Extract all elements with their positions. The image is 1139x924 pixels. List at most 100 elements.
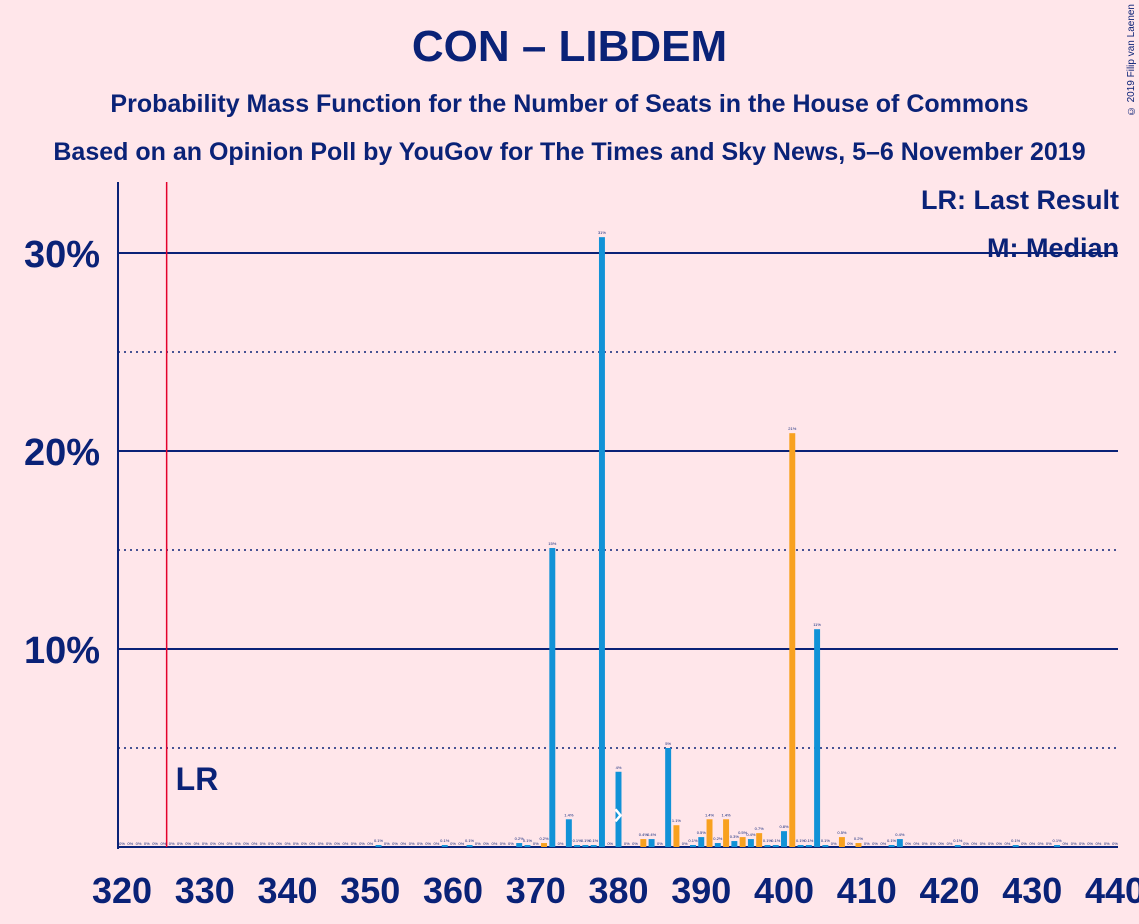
zero-label: 0% — [309, 841, 315, 846]
bar-label: 0.1% — [589, 838, 599, 843]
bar-label: 5% — [665, 741, 671, 746]
x-tick-label: 370 — [506, 870, 566, 911]
zero-label: 0% — [607, 841, 613, 846]
bar-label: 0.2% — [854, 836, 864, 841]
zero-label: 0% — [930, 841, 936, 846]
bar — [896, 839, 903, 847]
zero-label: 0% — [227, 841, 233, 846]
x-tick-label: 390 — [671, 870, 731, 911]
bar — [541, 843, 548, 847]
zero-label: 0% — [1062, 841, 1068, 846]
zero-label: 0% — [210, 841, 216, 846]
bar-label: 0.1% — [953, 838, 963, 843]
bar — [739, 837, 746, 847]
bar-label: 4% — [616, 765, 622, 770]
zero-label: 0% — [491, 841, 497, 846]
bar — [598, 237, 605, 847]
bar-label: 0.1% — [573, 838, 583, 843]
zero-label: 0% — [880, 841, 886, 846]
zero-label: 0% — [483, 841, 489, 846]
bar-label: 0.4% — [639, 832, 649, 837]
zero-label: 0% — [235, 841, 241, 846]
zero-label: 0% — [947, 841, 953, 846]
bar-label: 0.1% — [581, 838, 591, 843]
zero-label: 0% — [624, 841, 630, 846]
bar — [524, 845, 531, 847]
zero-label: 0% — [632, 841, 638, 846]
zero-label: 0% — [988, 841, 994, 846]
zero-label: 0% — [558, 841, 564, 846]
zero-label: 0% — [194, 841, 200, 846]
zero-label: 0% — [218, 841, 224, 846]
zero-label: 0% — [285, 841, 291, 846]
bar-label: 0.1% — [1053, 838, 1063, 843]
bar-label: 0.2% — [515, 836, 525, 841]
bar-label: 0.1% — [821, 838, 831, 843]
bar — [706, 819, 713, 847]
x-tick-label: 400 — [754, 870, 814, 911]
bar — [582, 845, 589, 847]
bar — [805, 845, 812, 847]
zero-label: 0% — [243, 841, 249, 846]
median-marker — [614, 808, 623, 823]
bar-label: 0.4% — [647, 832, 657, 837]
x-tick-label: 360 — [423, 870, 483, 911]
bar-label: 0.7% — [755, 826, 765, 831]
x-tick-label: 440 — [1085, 870, 1139, 911]
bar — [814, 629, 821, 847]
bar — [797, 845, 804, 847]
bar — [888, 845, 895, 847]
bar-label: 0.4% — [746, 832, 756, 837]
bar — [789, 433, 796, 847]
bar-label: 0.1% — [465, 838, 475, 843]
bar — [772, 845, 779, 847]
chart-source: Based on an Opinion Poll by YouGov for T… — [53, 138, 1086, 166]
x-tick-label: 420 — [919, 870, 979, 911]
zero-label: 0% — [425, 841, 431, 846]
bar — [375, 845, 382, 847]
bar — [689, 845, 696, 847]
x-tick-label: 330 — [175, 870, 235, 911]
bar — [615, 771, 622, 847]
bar-label: 0.1% — [804, 838, 814, 843]
bar — [747, 839, 754, 847]
zero-label: 0% — [185, 841, 191, 846]
bar-label: 1.4% — [722, 812, 732, 817]
zero-label: 0% — [301, 841, 307, 846]
bar-label: 0.1% — [771, 838, 781, 843]
y-tick-label: 10% — [24, 630, 100, 672]
zero-label: 0% — [384, 841, 390, 846]
zero-label: 0% — [1071, 841, 1077, 846]
x-tick-label: 380 — [588, 870, 648, 911]
bar — [1012, 845, 1019, 847]
bar — [855, 843, 862, 847]
bar — [731, 841, 738, 847]
zero-label: 0% — [657, 841, 663, 846]
bar-label: 0.1% — [440, 838, 450, 843]
zero-label: 0% — [318, 841, 324, 846]
bar-label: 0.1% — [887, 838, 897, 843]
bar — [665, 748, 672, 847]
zero-label: 0% — [409, 841, 415, 846]
bar-label: 15% — [548, 541, 556, 546]
zero-label: 0% — [127, 841, 133, 846]
zero-label: 0% — [169, 841, 175, 846]
bar-label: 0.2% — [713, 836, 723, 841]
zero-label: 0% — [152, 841, 158, 846]
zero-label: 0% — [326, 841, 332, 846]
bar — [781, 831, 787, 847]
bar-label: 0.5% — [738, 830, 748, 835]
bar-label: 21% — [788, 426, 796, 431]
zero-label: 0% — [905, 841, 911, 846]
bar — [954, 845, 961, 847]
zero-label: 0% — [963, 841, 969, 846]
legend-median: M: Median — [987, 233, 1119, 263]
bar — [640, 839, 647, 847]
x-tick-label: 350 — [340, 870, 400, 911]
zero-label: 0% — [260, 841, 266, 846]
bar — [565, 819, 572, 847]
bar-label: 0.1% — [523, 838, 533, 843]
zero-label: 0% — [202, 841, 208, 846]
bar-label: 11% — [813, 622, 821, 627]
chart-title: CON – LIBDEM — [411, 22, 728, 71]
